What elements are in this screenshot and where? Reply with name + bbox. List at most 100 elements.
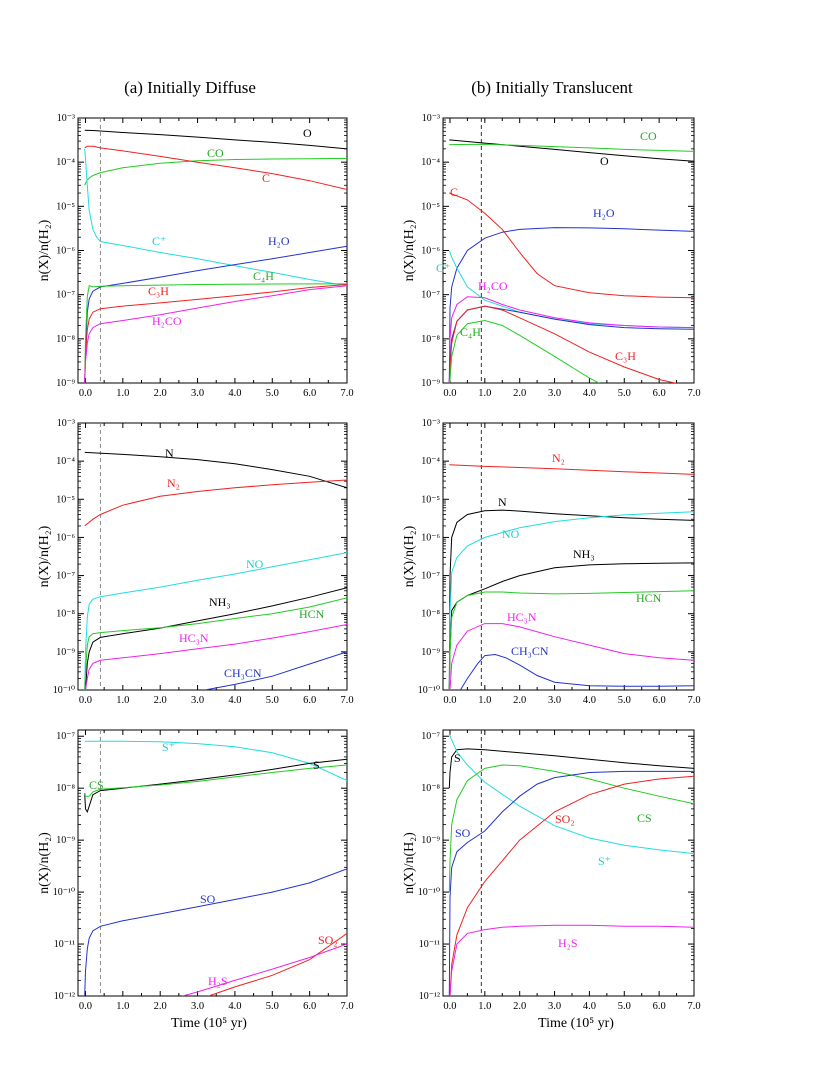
series-label-N2: N₂	[552, 451, 565, 465]
chart-panel-a-sulfur: 0.01.02.03.04.05.06.07.010⁻¹²10⁻¹¹10⁻¹⁰1…	[37, 730, 354, 1012]
series-line-CH3CN	[460, 655, 694, 691]
x-tick-label: 5.0	[618, 695, 631, 706]
chart-panel-a-carbon-oxygen: 0.01.02.03.04.05.06.07.010⁻⁹10⁻⁸10⁻⁷10⁻⁶…	[37, 113, 354, 399]
y-axis-label: n(X)/n(H₂)	[37, 525, 52, 587]
series-label-SO2: SO₂	[318, 933, 338, 947]
series-label-S+: S⁺	[598, 854, 611, 868]
series-line-SO	[449, 771, 694, 996]
chart-panel-a-nitrogen: 0.01.02.03.04.05.06.07.010⁻¹⁰10⁻⁹10⁻⁸10⁻…	[37, 418, 354, 706]
chart-panel-b-sulfur: 0.01.02.03.04.05.06.07.010⁻¹²10⁻¹¹10⁻¹⁰1…	[402, 730, 701, 1012]
y-tick-label: 10⁻⁴	[421, 157, 440, 168]
y-tick-label: 10⁻⁵	[421, 201, 440, 212]
y-tick-label: 10⁻⁶	[56, 246, 75, 257]
series-group	[449, 140, 694, 387]
x-tick-label: 3.0	[548, 695, 561, 706]
x-tick-label: 6.0	[653, 1001, 666, 1012]
x-tick-label: 2.0	[513, 695, 526, 706]
series-line-NH3	[449, 563, 694, 690]
y-tick-label: 10⁻⁸	[56, 783, 75, 794]
series-line-N2	[85, 480, 347, 526]
y-tick-label: 10⁻⁸	[56, 609, 75, 620]
y-tick-label: 10⁻⁶	[421, 532, 440, 543]
x-tick-label: 3.0	[191, 388, 204, 399]
y-tick-label: 10⁻⁴	[56, 456, 75, 467]
series-label-CH3CN: CH₃CN	[224, 666, 262, 680]
y-tick-label: 10⁻¹⁰	[53, 887, 75, 898]
x-tick-label: 5.0	[618, 1001, 631, 1012]
x-tick-label: 5.0	[266, 1001, 279, 1012]
y-tick-label: 10⁻¹⁰	[53, 685, 75, 696]
series-label-SO: SO	[455, 826, 471, 840]
series-line-C+	[85, 149, 347, 286]
series-line-H2O	[449, 228, 694, 383]
series-label-HCN: HCN	[636, 591, 662, 605]
y-tick-label: 10⁻⁸	[421, 783, 440, 794]
y-tick-label: 10⁻⁸	[421, 609, 440, 620]
series-group	[449, 734, 694, 996]
series-label-NH3: NH₃	[573, 547, 595, 561]
x-tick-label: 2.0	[513, 1001, 526, 1012]
series-group	[449, 465, 694, 690]
series-line-C4H	[85, 284, 347, 383]
series-line-H2CO	[449, 297, 694, 383]
series-label-H2S: H₂S	[208, 974, 228, 988]
series-line-H2S	[183, 944, 347, 996]
y-tick-label: 10⁻¹²	[419, 991, 440, 1002]
series-label-H2CO: H₂CO	[152, 314, 182, 328]
x-tick-label: 4.0	[583, 695, 596, 706]
series-line-HC3N	[85, 625, 347, 691]
series-label-O: O	[303, 126, 312, 140]
series-line-X-red	[449, 306, 694, 387]
series-label-HCN: HCN	[299, 607, 325, 621]
y-tick-label: 10⁻⁹	[421, 835, 440, 846]
x-tick-label: 7.0	[687, 388, 700, 399]
y-tick-label: 10⁻¹⁰	[418, 685, 440, 696]
y-axis-label: n(X)/n(H₂)	[37, 832, 52, 894]
y-tick-label: 10⁻³	[57, 113, 75, 124]
x-tick-label: 7.0	[340, 695, 353, 706]
series-label-S: S	[454, 751, 461, 765]
series-label-CO: CO	[640, 129, 657, 143]
series-group	[85, 130, 347, 383]
x-tick-label: 0.0	[79, 388, 92, 399]
y-tick-label: 10⁻³	[422, 113, 440, 124]
series-label-NO: NO	[502, 527, 520, 541]
x-tick-label: 7.0	[340, 388, 353, 399]
x-tick-label: 0.0	[79, 695, 92, 706]
y-tick-label: 10⁻¹¹	[419, 939, 440, 950]
series-label-O: O	[600, 154, 609, 168]
plot-frame	[443, 118, 694, 383]
series-label-H2CO: H₂CO	[478, 279, 508, 293]
y-tick-label: 10⁻⁷	[421, 290, 440, 301]
y-tick-label: 10⁻⁹	[56, 835, 75, 846]
series-line-S+	[85, 741, 347, 780]
y-tick-label: 10⁻⁴	[56, 157, 75, 168]
series-label-H2O: H₂O	[593, 206, 615, 220]
y-tick-label: 10⁻⁸	[56, 334, 75, 345]
x-tick-label: 1.0	[478, 695, 491, 706]
x-tick-label: 5.0	[266, 695, 279, 706]
x-tick-label: 6.0	[303, 388, 316, 399]
series-line-S+	[449, 734, 694, 854]
y-tick-label: 10⁻⁵	[56, 494, 75, 505]
y-axis-label: n(X)/n(H₂)	[37, 219, 52, 281]
series-label-N: N	[498, 495, 507, 509]
chart-panel-b-carbon-oxygen: 0.01.02.03.04.05.06.07.010⁻⁹10⁻⁸10⁻⁷10⁻⁶…	[402, 113, 701, 399]
series-label-HC3N: HC₃N	[179, 631, 209, 645]
x-tick-label: 7.0	[687, 695, 700, 706]
series-line-X-blue	[449, 306, 694, 383]
y-tick-label: 10⁻³	[422, 418, 440, 429]
series-label-C4H: C₄H	[253, 269, 274, 283]
series-label-C+: C⁺	[436, 261, 450, 275]
x-tick-label: 4.0	[228, 695, 241, 706]
series-label-S: S	[313, 758, 320, 772]
y-tick-label: 10⁻⁵	[421, 494, 440, 505]
x-tick-label: 0.0	[443, 695, 456, 706]
series-line-HC3N	[449, 624, 694, 690]
x-tick-label: 4.0	[228, 388, 241, 399]
y-tick-label: 10⁻⁷	[56, 731, 75, 742]
series-line-N2	[449, 465, 694, 475]
series-label-S+: S⁺	[162, 740, 175, 754]
x-tick-label: 3.0	[548, 1001, 561, 1012]
x-tick-label: 5.0	[618, 388, 631, 399]
